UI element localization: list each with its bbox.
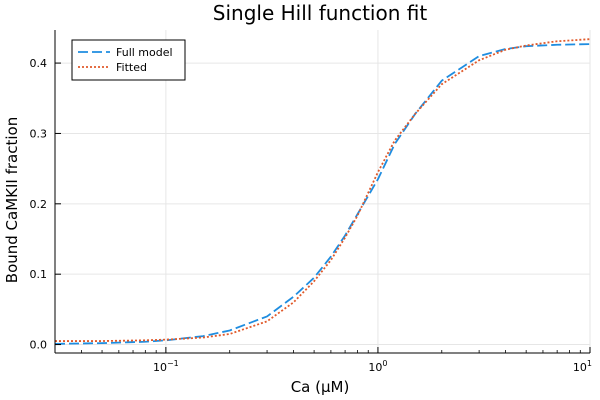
legend-label-1: Fitted	[116, 61, 147, 74]
x-tick-label-1: 100	[368, 359, 387, 374]
y-tick-label-0: 0.0	[30, 339, 48, 352]
legend-label-0: Full model	[116, 46, 173, 59]
x-axis-label: Ca (μM)	[291, 378, 350, 396]
y-tick-label-3: 0.3	[30, 127, 48, 140]
series-line-full-model	[54, 43, 591, 345]
y-tick-label-4: 0.4	[30, 57, 48, 70]
y-tick-label-2: 0.2	[30, 198, 48, 211]
series-line-fitted	[55, 38, 591, 342]
x-tick-label-2: 101	[573, 359, 592, 374]
legend: Full model Fitted	[71, 39, 186, 81]
x-tick-label-0: 10−1	[153, 359, 179, 374]
y-tick-label-1: 0.1	[30, 268, 48, 281]
axes: 10−1 100 101 0.0 0.1 0.2 0.3 0.4	[30, 30, 592, 374]
y-axis-label: Bound CaMKII fraction	[3, 117, 21, 283]
series-layer	[54, 38, 591, 345]
chart-title: Single Hill function fit	[213, 1, 428, 25]
grid	[55, 30, 591, 353]
legend-box	[71, 39, 186, 81]
